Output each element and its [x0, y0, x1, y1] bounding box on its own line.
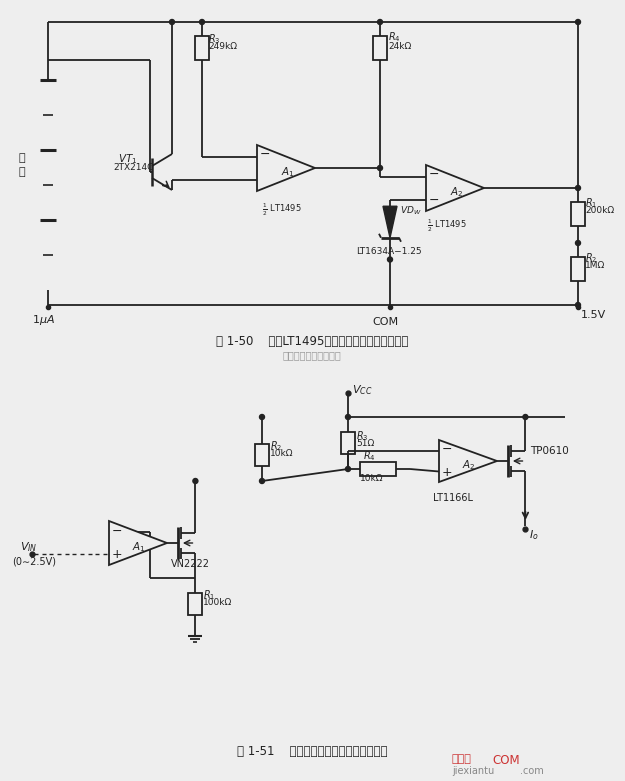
Text: 1MΩ: 1MΩ	[585, 261, 605, 270]
Text: (0∼2.5V): (0∼2.5V)	[12, 557, 56, 567]
Text: VN2222: VN2222	[171, 559, 210, 569]
Circle shape	[346, 415, 351, 419]
Text: $R_3$: $R_3$	[356, 429, 369, 443]
Circle shape	[199, 20, 204, 24]
Text: 51Ω: 51Ω	[356, 439, 374, 448]
Text: 24kΩ: 24kΩ	[388, 42, 411, 51]
Text: 10kΩ: 10kΩ	[270, 449, 294, 458]
Circle shape	[523, 415, 528, 419]
Text: 图 1-51    采用运放构成的可调电流源电路: 图 1-51 采用运放构成的可调电流源电路	[237, 745, 388, 758]
Circle shape	[193, 479, 198, 483]
Text: LT1634A−1.25: LT1634A−1.25	[356, 247, 422, 255]
Polygon shape	[109, 521, 167, 565]
Text: −: −	[429, 168, 439, 181]
Polygon shape	[439, 440, 497, 482]
Text: $VT_1$: $VT_1$	[118, 152, 138, 166]
Text: COM: COM	[372, 317, 398, 327]
Circle shape	[346, 466, 351, 472]
Text: $VD_W$: $VD_W$	[400, 205, 422, 217]
Bar	[571, 257, 585, 281]
Circle shape	[576, 241, 581, 245]
Text: $A_1$: $A_1$	[281, 165, 295, 179]
Text: 100kΩ: 100kΩ	[203, 598, 232, 607]
Text: COM: COM	[492, 754, 519, 767]
Text: $A_2$: $A_2$	[462, 458, 476, 472]
Text: LT1166L: LT1166L	[433, 493, 473, 503]
Text: 1.5V: 1.5V	[581, 310, 606, 320]
Text: $R_2$: $R_2$	[585, 251, 597, 265]
Circle shape	[378, 20, 382, 24]
Text: 图 1-50    采用LT1495运放构成的参考基准源电路: 图 1-50 采用LT1495运放构成的参考基准源电路	[216, 335, 408, 348]
Circle shape	[259, 415, 264, 419]
Bar	[188, 593, 202, 615]
Bar	[360, 462, 396, 476]
Bar	[373, 36, 387, 60]
Circle shape	[259, 479, 264, 483]
Text: +: +	[112, 548, 123, 562]
Circle shape	[576, 302, 581, 308]
Text: $R_3$: $R_3$	[208, 32, 221, 46]
Text: $A_1$: $A_1$	[132, 540, 146, 554]
Text: $I_o$: $I_o$	[529, 528, 539, 542]
Text: 2TX214C: 2TX214C	[113, 163, 153, 172]
Text: 池: 池	[19, 167, 25, 177]
Text: $\frac{1}{2}$ LT1495: $\frac{1}{2}$ LT1495	[427, 218, 467, 234]
Circle shape	[169, 20, 174, 24]
Text: +: +	[442, 466, 452, 479]
Text: 杭州特普科技有限公司: 杭州特普科技有限公司	[282, 350, 341, 360]
Text: $V_{IN}$: $V_{IN}$	[20, 540, 38, 554]
Text: −: −	[112, 525, 123, 537]
Bar	[195, 36, 209, 60]
Text: −: −	[442, 443, 452, 456]
Text: .com: .com	[520, 766, 544, 776]
Text: $V_{CC}$: $V_{CC}$	[352, 383, 372, 397]
Text: $R_1$: $R_1$	[585, 196, 597, 210]
Bar	[255, 444, 269, 466]
Text: 200kΩ: 200kΩ	[585, 206, 614, 215]
Text: $A_2$: $A_2$	[450, 185, 464, 199]
Circle shape	[388, 257, 392, 262]
Text: 249kΩ: 249kΩ	[208, 42, 237, 51]
Polygon shape	[426, 165, 484, 211]
Text: jiexiantu: jiexiantu	[452, 766, 494, 776]
Polygon shape	[257, 145, 315, 191]
Text: $R_4$: $R_4$	[388, 30, 401, 44]
Text: $1\mu A$: $1\mu A$	[31, 313, 54, 327]
Text: $R_4$: $R_4$	[363, 449, 376, 463]
Polygon shape	[383, 206, 397, 237]
Text: TP0610: TP0610	[531, 446, 569, 456]
Bar	[571, 202, 585, 226]
Text: $\frac{1}{2}$ LT1495: $\frac{1}{2}$ LT1495	[262, 202, 302, 219]
Circle shape	[576, 20, 581, 24]
Circle shape	[576, 186, 581, 191]
Text: −: −	[429, 194, 439, 207]
Text: $R_2$: $R_2$	[270, 439, 282, 453]
Text: 电: 电	[19, 153, 25, 163]
Text: $R_1$: $R_1$	[203, 588, 216, 601]
Circle shape	[378, 166, 382, 170]
Text: −: −	[260, 148, 271, 161]
Text: 10kΩ: 10kΩ	[360, 474, 384, 483]
Bar	[341, 432, 355, 454]
Text: 接线图: 接线图	[452, 754, 472, 764]
